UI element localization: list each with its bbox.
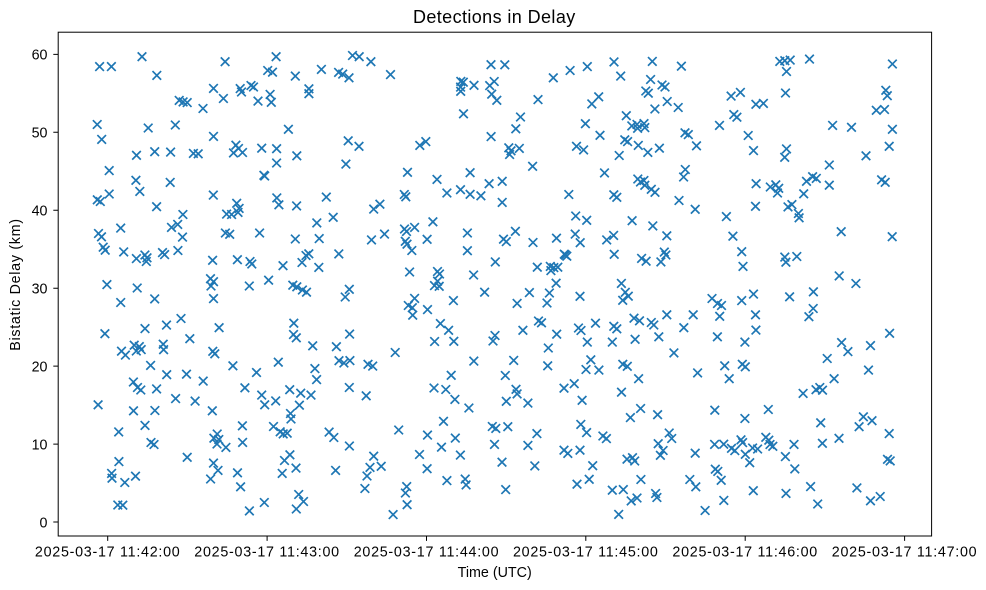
svg-text:50: 50 [32,126,48,142]
svg-text:2025-03-17 11:42:00: 2025-03-17 11:42:00 [35,545,181,561]
svg-text:2025-03-17 11:44:00: 2025-03-17 11:44:00 [354,545,500,561]
svg-text:40: 40 [32,204,48,220]
svg-text:30: 30 [32,282,48,298]
svg-text:Bistatic Delay (km): Bistatic Delay (km) [8,218,24,350]
svg-text:0: 0 [40,515,48,531]
svg-text:20: 20 [32,359,48,375]
svg-text:2025-03-17 11:43:00: 2025-03-17 11:43:00 [194,545,340,561]
svg-text:Detections in Delay: Detections in Delay [413,7,576,27]
svg-text:Time (UTC): Time (UTC) [458,565,532,581]
svg-text:2025-03-17 11:46:00: 2025-03-17 11:46:00 [672,545,818,561]
svg-text:60: 60 [32,48,48,64]
svg-text:10: 10 [32,437,48,453]
svg-text:2025-03-17 11:47:00: 2025-03-17 11:47:00 [832,545,978,561]
svg-text:2025-03-17 11:45:00: 2025-03-17 11:45:00 [513,545,659,561]
